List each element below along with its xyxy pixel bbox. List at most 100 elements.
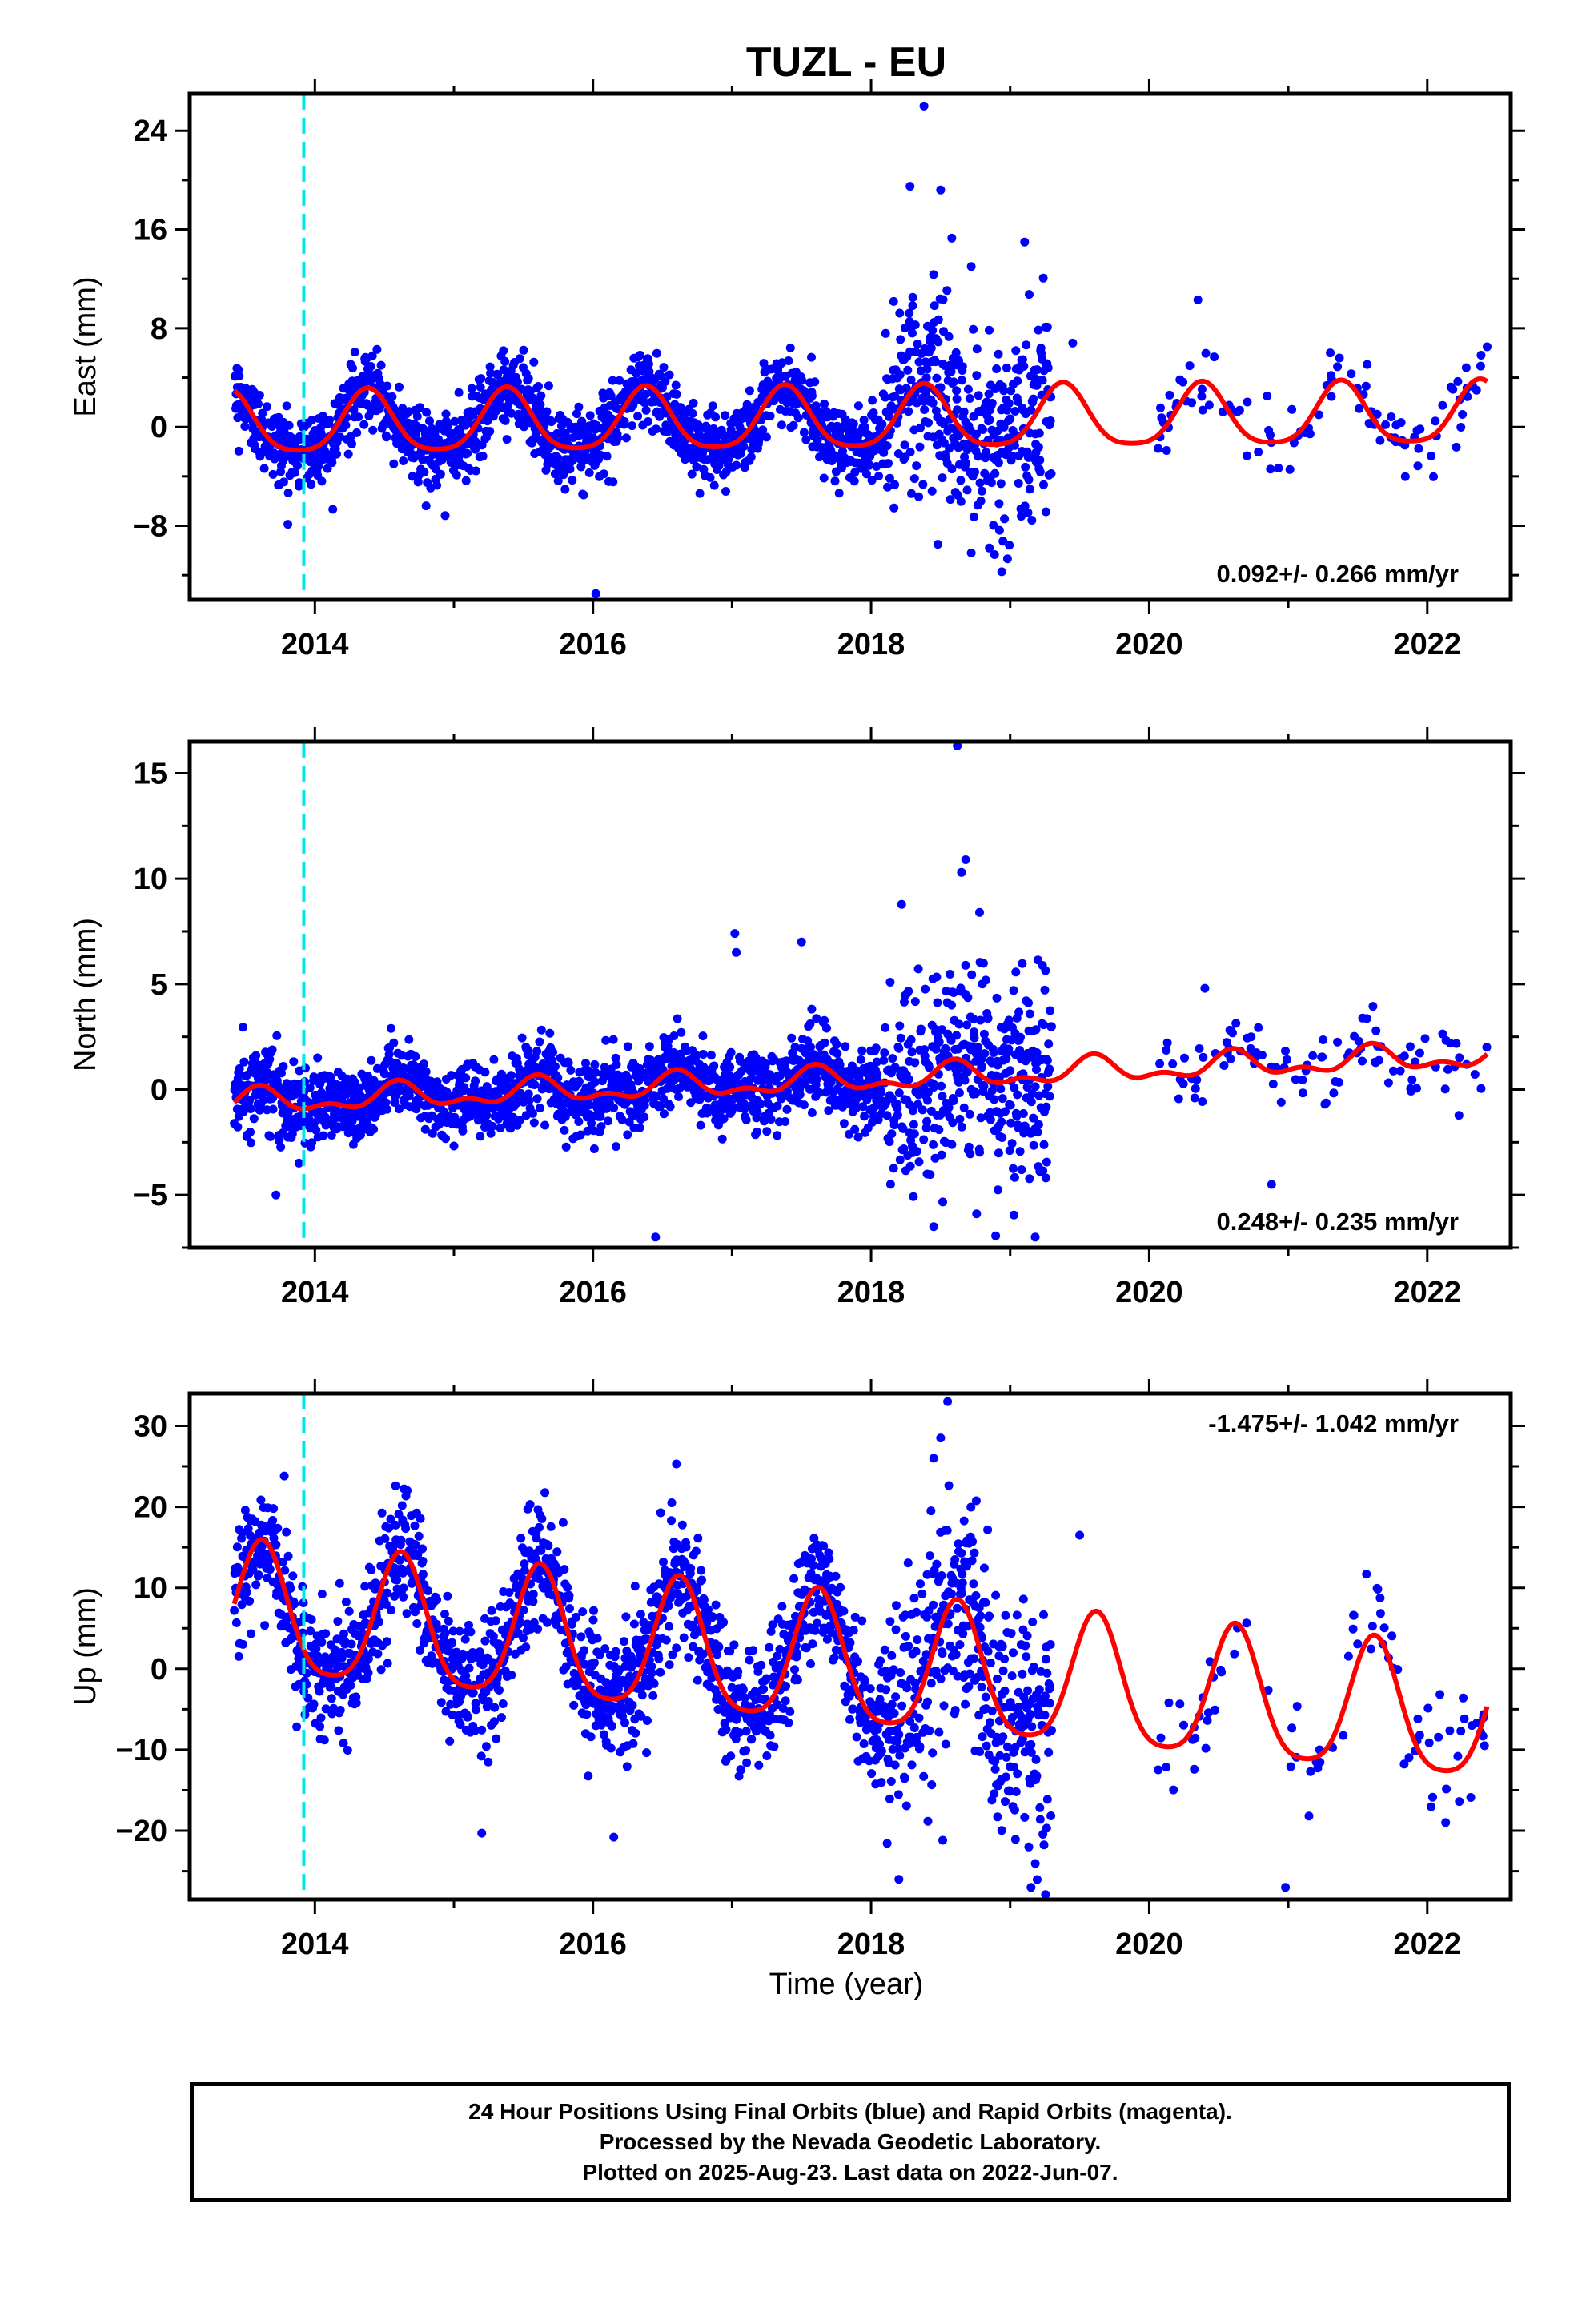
data-point	[432, 1595, 442, 1605]
data-point	[545, 1028, 555, 1038]
data-point	[587, 1119, 596, 1128]
data-point	[608, 1035, 618, 1044]
data-point	[986, 1115, 995, 1124]
data-point	[412, 1619, 422, 1628]
data-point	[987, 1086, 997, 1096]
data-point	[934, 315, 943, 324]
east-y-axis-title: East (mm)	[69, 276, 102, 416]
data-point	[1015, 1147, 1025, 1156]
y-tick-label: 0	[151, 1074, 167, 1108]
data-point	[920, 405, 930, 414]
data-point	[617, 1115, 627, 1124]
data-point	[885, 1137, 894, 1147]
data-point	[858, 1102, 868, 1112]
data-point	[1174, 1094, 1183, 1104]
data-point	[1333, 362, 1343, 372]
data-point	[334, 1726, 343, 1735]
data-point	[432, 1624, 442, 1634]
data-point	[904, 987, 913, 996]
data-point	[1034, 325, 1043, 335]
data-point	[399, 456, 408, 465]
data-point	[929, 1222, 938, 1232]
data-point	[730, 929, 740, 939]
data-point	[476, 1132, 485, 1141]
data-point	[1362, 1014, 1371, 1023]
data-point	[889, 1164, 898, 1173]
data-point	[321, 1704, 331, 1714]
data-point	[838, 1102, 847, 1112]
data-point	[1155, 1059, 1165, 1068]
data-point	[1198, 405, 1207, 415]
data-point	[1458, 410, 1468, 419]
data-point	[933, 998, 942, 1007]
data-point	[1476, 361, 1485, 371]
data-point	[881, 328, 890, 338]
data-point	[1025, 290, 1034, 300]
data-point	[572, 1612, 581, 1622]
data-point	[444, 1616, 453, 1626]
data-point	[959, 1103, 969, 1112]
data-point	[921, 373, 931, 383]
data-point	[591, 1068, 600, 1077]
data-point	[390, 1591, 400, 1601]
data-point	[687, 469, 697, 479]
data-point	[234, 1651, 243, 1661]
data-point	[969, 412, 978, 421]
data-point	[1000, 514, 1010, 524]
data-point	[1009, 986, 1018, 995]
data-point	[471, 444, 480, 454]
data-point	[1282, 1055, 1291, 1064]
data-point	[256, 1495, 266, 1505]
data-point	[548, 1047, 558, 1057]
data-point	[903, 365, 913, 375]
data-point	[1361, 381, 1371, 391]
data-point	[1263, 392, 1272, 400]
data-point	[807, 1004, 817, 1014]
data-point	[392, 1575, 402, 1585]
data-point	[537, 1514, 547, 1523]
data-point	[276, 1142, 286, 1152]
data-point	[926, 1170, 935, 1180]
data-point	[420, 1124, 430, 1134]
data-point	[376, 1665, 386, 1675]
data-point	[516, 1534, 526, 1543]
data-point	[269, 1504, 279, 1514]
data-point	[929, 1140, 938, 1149]
data-point	[544, 381, 553, 391]
data-point	[516, 1618, 525, 1627]
data-point	[521, 1642, 531, 1652]
data-point	[299, 1598, 308, 1607]
data-point	[999, 386, 1009, 396]
data-point	[677, 1027, 686, 1037]
data-point	[520, 1566, 529, 1575]
data-point	[360, 1582, 370, 1591]
data-point	[893, 449, 903, 459]
data-point	[869, 408, 878, 417]
data-point	[1045, 1092, 1054, 1101]
data-point	[335, 432, 345, 442]
data-point	[600, 1644, 610, 1654]
data-point	[574, 1076, 584, 1086]
x-tick-label: 2022	[1394, 628, 1462, 661]
data-point	[1165, 390, 1174, 400]
data-point	[799, 428, 809, 437]
data-point	[894, 1088, 904, 1098]
data-point	[1009, 1164, 1018, 1173]
data-point	[766, 1115, 776, 1124]
data-point	[290, 468, 299, 477]
data-point	[916, 423, 925, 432]
data-point	[472, 466, 480, 476]
data-point	[1027, 516, 1037, 525]
data-point	[806, 1043, 815, 1051]
data-point	[941, 1043, 950, 1053]
data-point	[753, 1127, 761, 1136]
data-point	[1027, 1089, 1037, 1099]
data-point	[476, 1751, 486, 1761]
data-point	[286, 1583, 295, 1593]
data-point	[458, 1649, 468, 1659]
data-point	[1039, 1140, 1049, 1149]
data-point	[909, 474, 919, 484]
data-point	[947, 1000, 956, 1010]
data-point	[477, 1725, 487, 1735]
data-point	[379, 1069, 389, 1079]
